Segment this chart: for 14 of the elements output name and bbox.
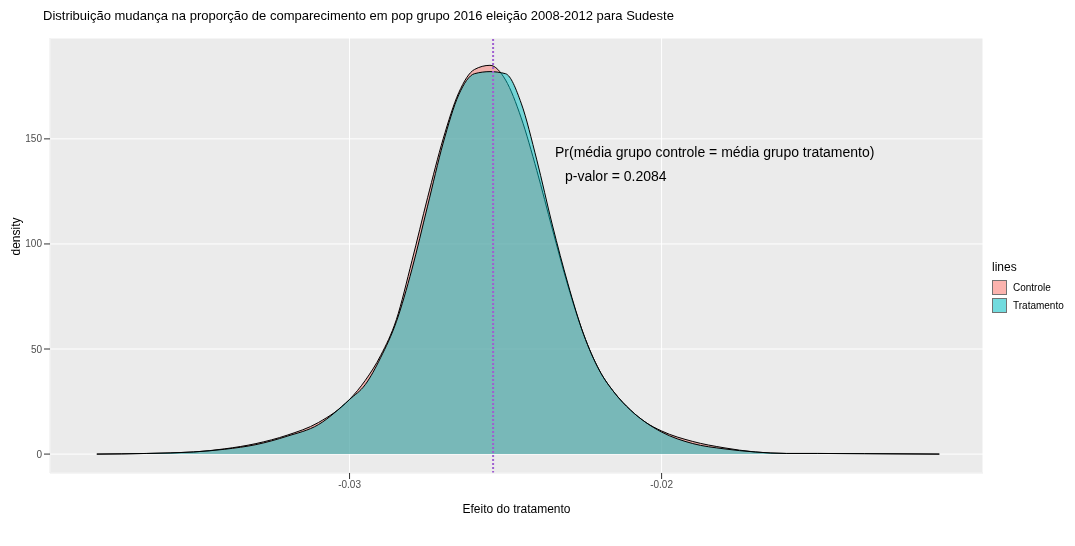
y-tick-label: 150 bbox=[25, 133, 43, 145]
y-tick-label: 0 bbox=[36, 448, 43, 460]
y-tick-label: 50 bbox=[30, 343, 43, 355]
legend-label: Tratamento bbox=[1013, 299, 1064, 311]
chart-title: Distribuição mudança na proporção de comparecimento em pop grupo 2016 eleição 2008-2012 para Sudeste bbox=[43, 8, 674, 23]
x-axis-title: Efeito do tratamento bbox=[462, 502, 571, 516]
legend-label: Controle bbox=[1013, 281, 1051, 293]
y-axis-title: density bbox=[9, 217, 24, 256]
x-tick-label: -0.02 bbox=[650, 479, 674, 491]
y-tick-label: 100 bbox=[25, 238, 43, 250]
x-tick-label: -0.03 bbox=[338, 479, 362, 491]
legend-title: lines bbox=[992, 260, 1018, 274]
annotation: Pr(média grupo controle = média grupo tratamento) bbox=[555, 144, 875, 160]
annotation: p-valor = 0.2084 bbox=[565, 168, 667, 184]
